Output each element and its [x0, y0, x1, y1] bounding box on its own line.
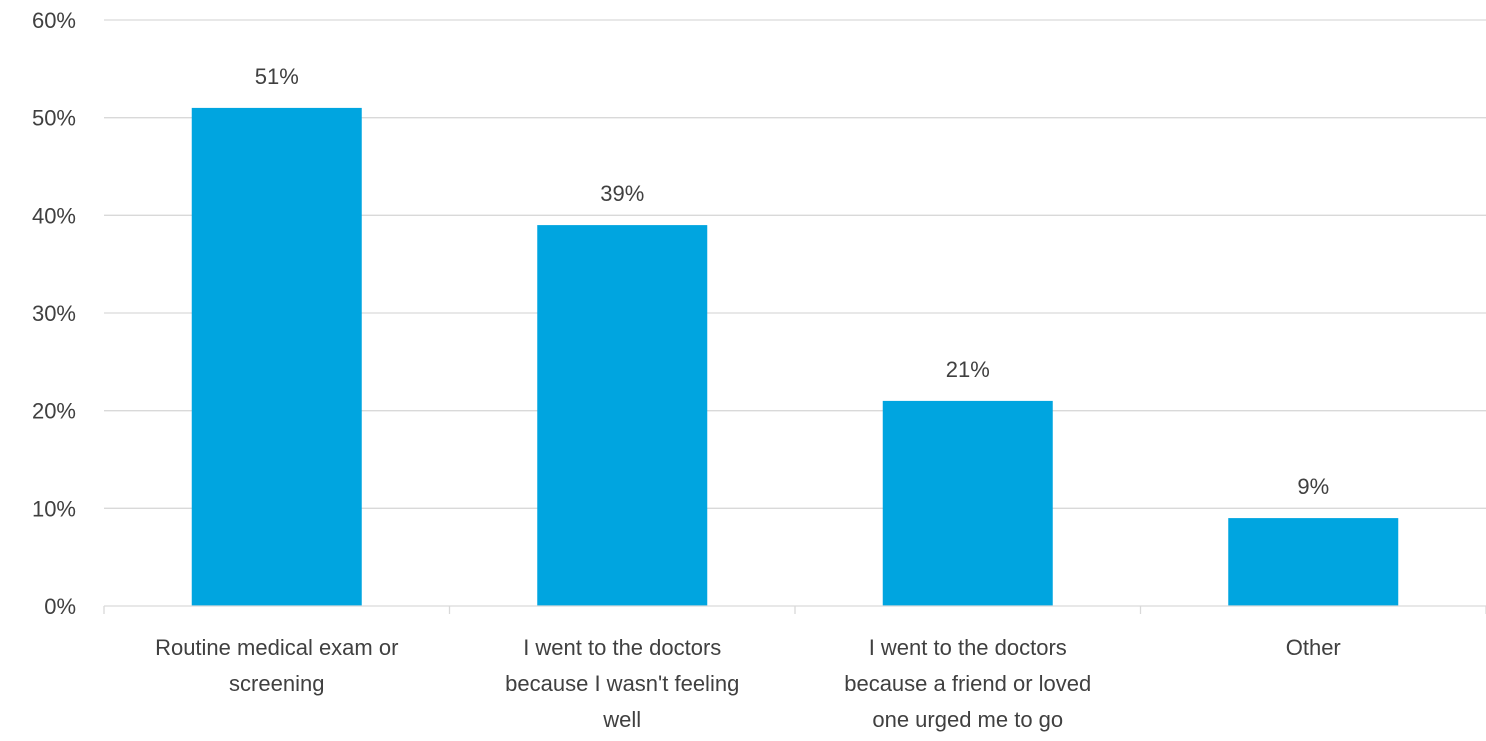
category-label: I went to the doctors because I wasn't fe… — [505, 635, 739, 732]
category-label: Routine medical exam or screening — [155, 635, 398, 696]
bar — [191, 107, 362, 607]
data-label: 39% — [600, 181, 644, 206]
bar — [882, 400, 1053, 606]
y-axis-tick-labels: 0% 10% 20% 30% 40% 50% 60% — [32, 8, 76, 619]
y-tick-label: 10% — [32, 496, 76, 521]
data-label: 21% — [946, 357, 990, 382]
bar — [1228, 518, 1399, 606]
y-tick-label: 20% — [32, 399, 76, 424]
x-axis — [103, 605, 1486, 614]
data-label: 9% — [1297, 474, 1329, 499]
category-label: Other — [1286, 635, 1341, 660]
y-tick-label: 40% — [32, 203, 76, 228]
bar — [537, 225, 708, 606]
y-tick-label: 60% — [32, 8, 76, 33]
category-label: I went to the doctors because a friend or… — [844, 635, 1091, 732]
data-labels: 51% 39% 21% 9% — [255, 64, 1329, 499]
bars — [191, 107, 1399, 607]
y-tick-label: 50% — [32, 106, 76, 131]
data-label: 51% — [255, 64, 299, 89]
category-labels: Routine medical exam or screening I went t… — [155, 635, 1341, 732]
y-tick-label: 30% — [32, 301, 76, 326]
y-tick-label: 0% — [44, 594, 76, 619]
